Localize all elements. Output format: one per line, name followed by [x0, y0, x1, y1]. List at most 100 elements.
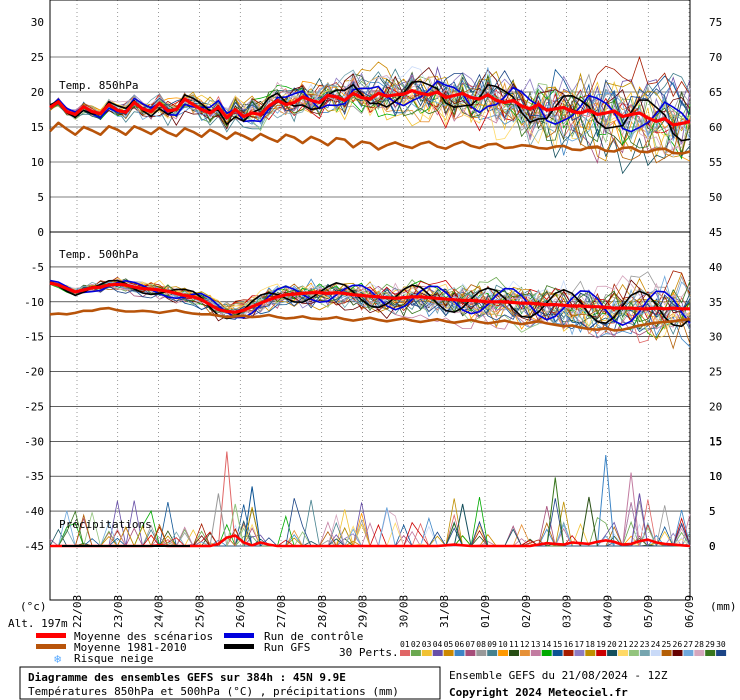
x-tick-label: 27/08: [275, 595, 288, 628]
footer-box: [19, 666, 441, 700]
pert-number: 12: [520, 640, 530, 649]
x-tick-label: 04/09: [601, 595, 614, 628]
pert-swatch: [661, 650, 672, 656]
precip-spike: [453, 503, 472, 547]
pert-swatch: [563, 650, 574, 656]
legend-mean: Moyenne des scénarios: [74, 630, 213, 643]
climatology-line-t500: [49, 306, 691, 332]
pert-number: 04: [433, 640, 443, 649]
pert-swatch: [618, 650, 628, 656]
tick-label-right: 50: [709, 191, 722, 204]
x-tick-label: 30/08: [397, 595, 410, 628]
tick-label-right: 15: [709, 435, 722, 448]
precip-spike: [580, 496, 598, 547]
pert-swatch: [705, 650, 716, 656]
mean-line-t500: [49, 281, 690, 314]
pert-number: 24: [651, 640, 661, 649]
x-tick-label: 06/09: [683, 595, 696, 628]
legend-control: Run de contrôle: [264, 630, 363, 643]
pert-number: 17: [574, 640, 584, 649]
pert-number: 13: [531, 640, 541, 649]
pert-number: 02: [411, 640, 421, 649]
pert-number: 05: [444, 640, 454, 649]
tick-label-right: 35: [709, 296, 722, 309]
tick-label-right: 20: [709, 400, 722, 413]
tick-label-right: 5: [709, 505, 716, 518]
legend-snow: Risque neige: [74, 652, 153, 665]
pert-number: 23: [640, 640, 650, 649]
tick-label-left: -40: [24, 505, 44, 518]
ensemble-member-line: [49, 70, 691, 139]
pert-color-legend: 01 02 03 04 05 06 07 08 09 10 11 12 13 14 15 16 17 18 19 20…: [400, 640, 727, 656]
y-units-right: (mm): [710, 600, 737, 613]
pert-swatch: [519, 650, 530, 656]
x-tick-label: 28/08: [316, 595, 329, 628]
pert-swatch: [400, 650, 410, 656]
tick-label-right: 60: [709, 121, 722, 134]
tick-label-right: 30: [709, 331, 722, 344]
precip-spike: [630, 493, 649, 547]
ensemble-member-line: [49, 67, 691, 142]
pert-swatch: [650, 650, 661, 656]
tick-label-left: -25: [24, 400, 44, 413]
pert-number: 19: [596, 640, 606, 649]
pert-number: 30: [716, 640, 726, 649]
tick-label-right: 10: [709, 470, 722, 483]
ensemble-member-line: [49, 69, 691, 148]
legend-perts-label: 30 Perts.: [339, 646, 399, 659]
pert-swatch: [716, 650, 727, 656]
precip-spike: [546, 477, 565, 547]
pert-number: 03: [422, 640, 432, 649]
x-tick-label: 31/08: [438, 595, 451, 628]
tick-label-right: 55: [709, 156, 722, 169]
pert-swatch: [541, 650, 552, 656]
x-tick-label: 05/09: [642, 595, 655, 628]
precip-spike: [622, 472, 640, 547]
legend: Moyenne des scénarios Moyenne 1981-2010 …: [36, 630, 727, 666]
pert-number: 27: [683, 640, 693, 649]
pert-swatch: [476, 650, 487, 656]
tick-label-right: 5: [709, 505, 716, 518]
y-units-left: (°c): [20, 600, 47, 613]
footer-copyright: Copyright 2024 Meteociel.fr: [449, 686, 628, 699]
tick-label-right: 0: [709, 540, 716, 553]
x-tick-label: 23/08: [112, 595, 125, 628]
tick-label-left: -30: [24, 435, 44, 448]
footer-subtitle: Températures 850hPa et 500hPa (°C) , pré…: [28, 685, 399, 698]
pert-swatch: [465, 650, 476, 656]
tick-label-right: 45: [709, 226, 722, 239]
tick-label-left: -10: [24, 296, 44, 309]
pert-number: 14: [542, 640, 552, 649]
precip-spike: [226, 503, 245, 547]
tick-label-left: 20: [31, 86, 44, 99]
pert-number: 29: [705, 640, 715, 649]
tick-label-right: 15: [709, 435, 722, 448]
pert-number: 21: [618, 640, 628, 649]
pert-number: 01: [400, 640, 410, 649]
x-tick-label: 22/08: [71, 595, 84, 628]
pert-swatch: [607, 650, 618, 656]
precip-spike: [217, 451, 236, 547]
snowflake-icon: ❄: [54, 652, 61, 666]
pert-swatch: [596, 650, 607, 656]
climatology-line-t850: [49, 121, 691, 155]
label-precip: Précipitations: [59, 518, 152, 531]
tick-label-left: 30: [31, 16, 44, 29]
pert-number: 20: [607, 640, 617, 649]
pert-number: 10: [498, 640, 508, 649]
pert-number: 15: [553, 640, 563, 649]
control-or-gfs-line: [49, 279, 691, 326]
tick-label-left: 0: [37, 226, 44, 239]
pert-number: 09: [487, 640, 497, 649]
pert-swatch: [585, 650, 596, 656]
pert-swatch: [509, 650, 519, 656]
pert-swatch: [487, 650, 498, 656]
tick-label-left: 25: [31, 51, 44, 64]
ensemble-member-line: [49, 275, 691, 319]
legend-control-swatch: [224, 633, 254, 638]
tick-label-left: -20: [24, 366, 44, 379]
x-axis-dates: 22/08 23/08 24/08 25/08 26/08 27/08 28/08 29/08…: [71, 595, 696, 628]
tick-label-left: -45: [24, 540, 44, 553]
legend-gfs: Run GFS: [264, 641, 310, 654]
